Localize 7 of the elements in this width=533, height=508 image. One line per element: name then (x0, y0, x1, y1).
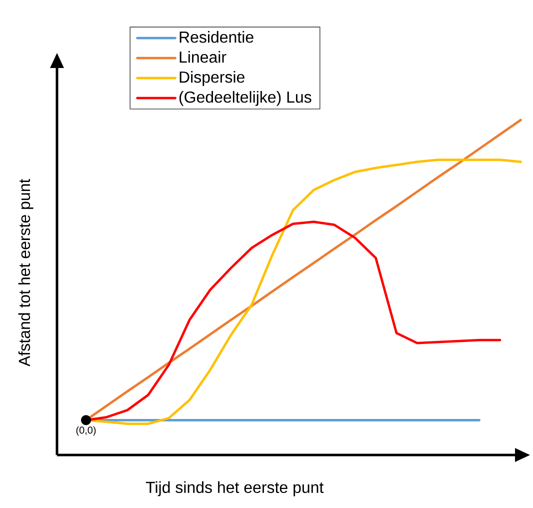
legend-label: Lineair (180, 51, 226, 63)
y-axis-title: Afstand tot het eerste punt (18, 178, 34, 366)
legend-label: (Gedeeltelijke) Lus (179, 91, 312, 106)
legend-label: Residentie (180, 31, 254, 43)
annotation: (0,0) (76, 426, 96, 436)
x-axis-title: Tijd sinds het eerste punt (146, 481, 324, 496)
legend-label: Dispersie (180, 71, 244, 86)
